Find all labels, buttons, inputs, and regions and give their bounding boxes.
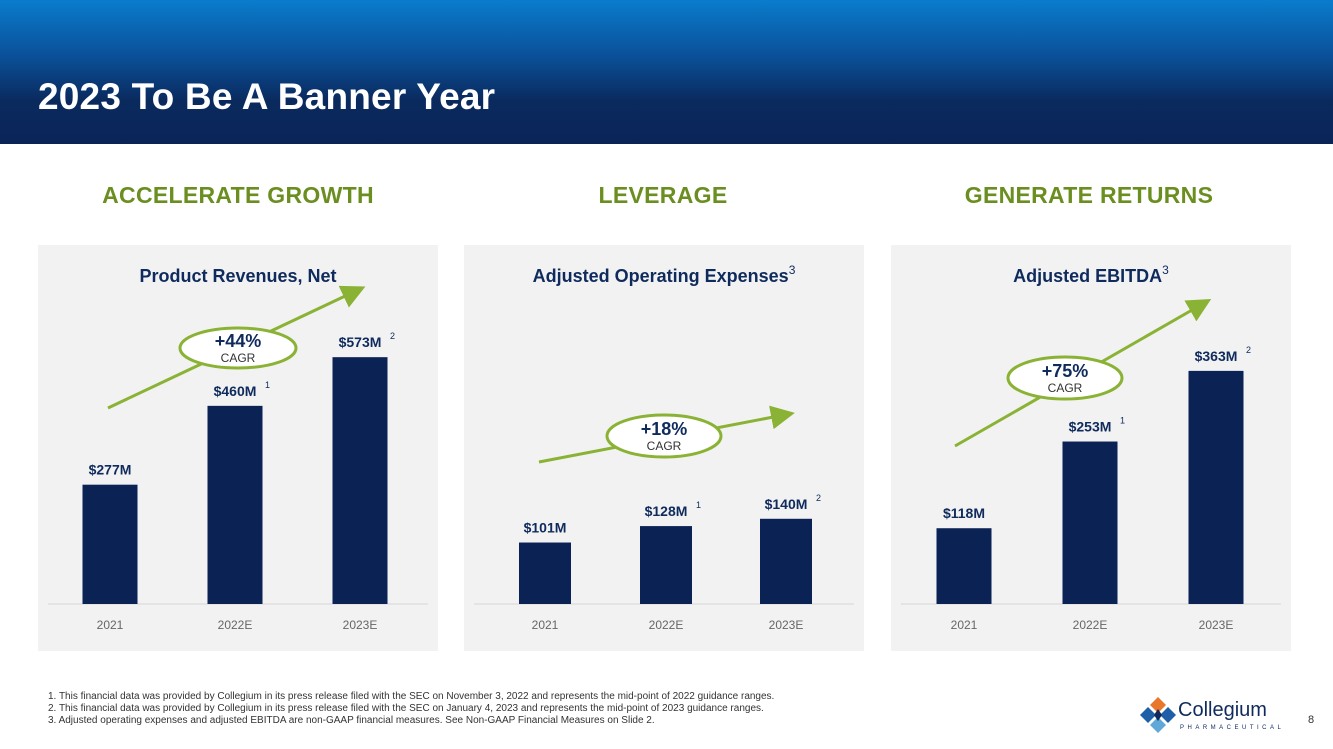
cagr-ellipse	[1006, 355, 1124, 401]
slide-title: 2023 To Be A Banner Year	[38, 76, 496, 117]
footnote-ref: 2	[390, 331, 395, 341]
tick-label-2023E: 2023E	[1199, 618, 1234, 632]
collegium-logo-icon	[1140, 697, 1176, 733]
chart-title: Adjusted EBITDA3	[1013, 263, 1169, 286]
cagr-ellipse	[605, 413, 723, 459]
cagr-value: +75%	[1042, 361, 1089, 381]
footnote-ref: 1	[1120, 416, 1125, 426]
chart-panel-revenues: Product Revenues, Net $277M 2021 $460M 1 2022…	[38, 245, 438, 651]
cagr-ellipse	[178, 326, 298, 370]
footnote-ref: 2	[1246, 345, 1251, 355]
tick-label-2021: 2021	[951, 618, 978, 632]
value-label-2022E: $128M	[645, 503, 688, 519]
value-label-2023E: $573M	[339, 334, 382, 350]
value-label-2022E: $460M	[214, 383, 257, 399]
tick-label-2023E: 2023E	[769, 618, 804, 632]
logo-name: Collegium	[1178, 699, 1267, 721]
cagr-label: CAGR	[221, 351, 256, 365]
footnote-1: 1. This financial data was provided by C…	[48, 691, 775, 702]
bar-2022E	[207, 405, 263, 604]
bar-2021	[519, 542, 571, 604]
bar-2021	[82, 484, 138, 604]
footnote-ref: 1	[265, 380, 270, 390]
footnote-ref: 1	[696, 500, 701, 510]
footnote-3: 3. Adjusted operating expenses and adjus…	[48, 715, 655, 726]
chart-title: Adjusted Operating Expenses3	[533, 263, 796, 286]
bar-2022E	[640, 526, 692, 604]
logo-subtitle: PHARMACEUTICAL	[1180, 725, 1285, 731]
footnote-ref: 2	[816, 493, 821, 503]
footnotes: 1. This financial data was provided by C…	[48, 691, 1098, 727]
footnote-2: 2. This financial data was provided by C…	[48, 703, 764, 714]
header-banner	[0, 0, 1333, 144]
tick-label-2022E: 2022E	[649, 618, 684, 632]
value-label-2021: $118M	[943, 505, 985, 521]
bar-2023E	[1188, 370, 1244, 604]
bar-2023E	[332, 357, 388, 604]
cagr-value: +18%	[641, 419, 688, 439]
value-label-2023E: $140M	[765, 496, 808, 512]
chart-panel-opex: Adjusted Operating Expenses3 $101M 2021 $12…	[464, 245, 864, 651]
tick-label-2022E: 2022E	[1073, 618, 1108, 632]
value-label-2021: $277M	[89, 462, 132, 478]
chart-title: Product Revenues, Net	[139, 266, 336, 286]
cagr-value: +44%	[215, 331, 262, 351]
tick-label-2022E: 2022E	[218, 618, 253, 632]
tick-label-2023E: 2023E	[343, 618, 378, 632]
tick-label-2021: 2021	[532, 618, 559, 632]
bar-2021	[936, 528, 992, 604]
value-label-2023E: $363M	[1195, 348, 1238, 364]
bar-2022E	[1062, 441, 1118, 604]
cagr-label: CAGR	[647, 439, 682, 453]
page-number: 8	[1308, 714, 1315, 726]
section-heading-leverage: LEVERAGE	[598, 182, 728, 208]
ebitda-chart: Adjusted EBITDA3 $118M 2021 $253M 1 2022E $363…	[901, 263, 1281, 632]
section-heading-returns: GENERATE RETURNS	[964, 182, 1214, 208]
collegium-logo: Collegium PHARMACEUTICAL	[1140, 697, 1281, 737]
revenues-chart: Product Revenues, Net $277M 2021 $460M 1 2022…	[48, 266, 428, 632]
value-label-2022E: $253M	[1069, 419, 1112, 435]
value-label-2021: $101M	[524, 520, 567, 536]
tick-label-2021: 2021	[97, 618, 124, 632]
chart-panel-ebitda: Adjusted EBITDA3 $118M 2021 $253M 1 2022E $363…	[891, 245, 1291, 651]
cagr-label: CAGR	[1048, 381, 1083, 395]
bar-2023E	[760, 518, 812, 604]
section-heading-growth: ACCELERATE GROWTH	[102, 182, 374, 208]
opex-chart: Adjusted Operating Expenses3 $101M 2021 $12…	[474, 263, 854, 632]
